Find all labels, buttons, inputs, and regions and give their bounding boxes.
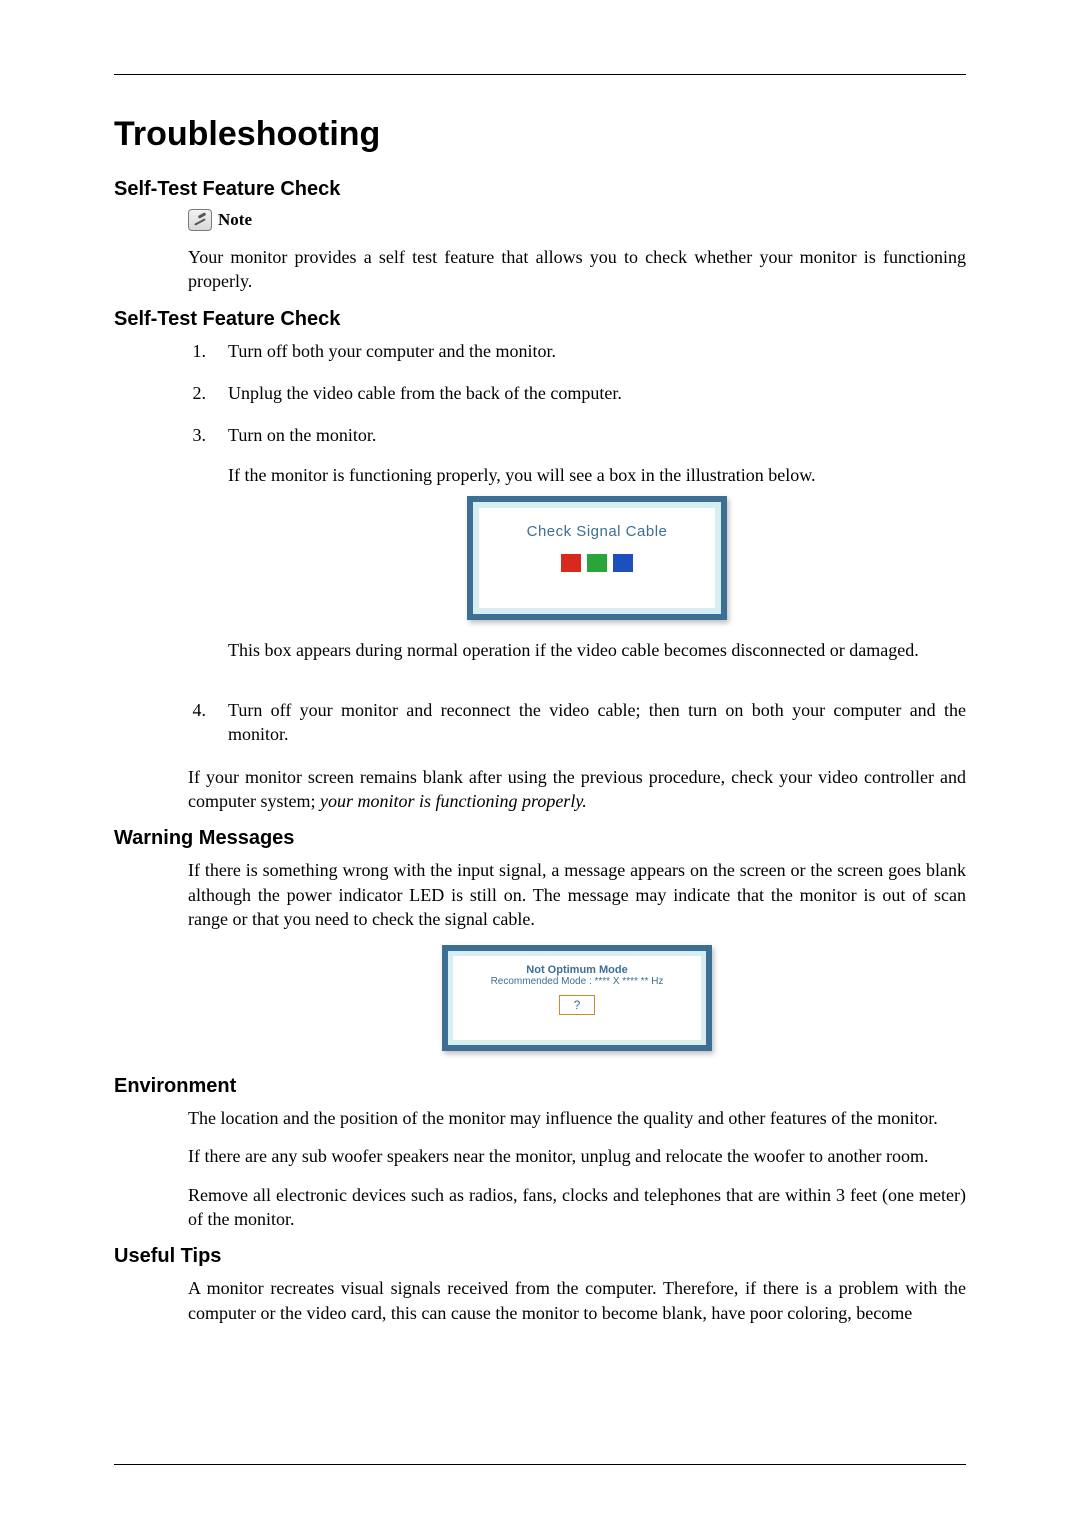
closing-italic: your monitor is functioning properly.	[320, 791, 587, 811]
environment-para-1: The location and the position of the mon…	[188, 1106, 966, 1130]
step-item: 3. Turn on the monitor. If the monitor i…	[188, 423, 966, 680]
warning-content: If there is something wrong with the inp…	[114, 858, 966, 1051]
note-row: Note	[188, 209, 966, 231]
dialog2-outer: Not Optimum Mode Recommended Mode : ****…	[442, 945, 712, 1051]
note-label: Note	[218, 210, 252, 230]
step-number: 4.	[188, 698, 206, 747]
page-title: Troubleshooting	[114, 115, 966, 154]
tips-content: A monitor recreates visual signals recei…	[114, 1276, 966, 1325]
step-item: 2. Unplug the video cable from the back …	[188, 381, 966, 405]
top-rule	[114, 74, 966, 75]
selftest1-intro: Your monitor provides a self test featur…	[188, 245, 966, 294]
step-text: Turn on the monitor.	[228, 423, 966, 447]
dialog1-color-squares	[561, 554, 633, 572]
section-heading-selftest-2: Self-Test Feature Check	[114, 308, 966, 331]
tips-text: A monitor recreates visual signals recei…	[188, 1276, 966, 1325]
step-text: Unplug the video cable from the back of …	[228, 381, 966, 405]
section-heading-selftest-1: Self-Test Feature Check	[114, 178, 966, 201]
note-icon	[188, 209, 212, 231]
selftest2-closing: If your monitor screen remains blank aft…	[188, 765, 966, 814]
dialog2-line1: Not Optimum Mode	[526, 964, 627, 976]
dialog1-text: Check Signal Cable	[527, 522, 668, 542]
step-number: 3.	[188, 423, 206, 680]
dialog1-outer: Check Signal Cable	[467, 496, 727, 620]
not-optimum-dialog: Not Optimum Mode Recommended Mode : ****…	[188, 945, 966, 1051]
environment-para-3: Remove all electronic devices such as ra…	[188, 1183, 966, 1232]
step3-follow: If the monitor is functioning properly, …	[228, 463, 966, 487]
step-text-block: Turn on the monitor. If the monitor is f…	[228, 423, 966, 680]
step-item: 1. Turn off both your computer and the m…	[188, 339, 966, 363]
selftest2-content: 1. Turn off both your computer and the m…	[114, 339, 966, 814]
dialog2-help-button[interactable]: ?	[559, 995, 595, 1015]
section-heading-environment: Environment	[114, 1075, 966, 1098]
dialog2-inner2: Not Optimum Mode Recommended Mode : ****…	[453, 956, 701, 1040]
page: Troubleshooting Self-Test Feature Check …	[0, 0, 1080, 1527]
step-item: 4. Turn off your monitor and reconnect t…	[188, 698, 966, 747]
environment-para-2: If there are any sub woofer speakers nea…	[188, 1144, 966, 1168]
dialog1-inner2: Check Signal Cable	[479, 508, 715, 608]
check-signal-dialog: Check Signal Cable	[228, 496, 966, 620]
step-number: 2.	[188, 381, 206, 405]
color-square-blue	[613, 554, 633, 572]
section-heading-tips: Useful Tips	[114, 1245, 966, 1268]
after-box-text: This box appears during normal operation…	[228, 638, 966, 662]
selftest1-content: Note Your monitor provides a self test f…	[114, 209, 966, 294]
dialog2-inner1: Not Optimum Mode Recommended Mode : ****…	[448, 951, 706, 1045]
steps-list: 1. Turn off both your computer and the m…	[188, 339, 966, 747]
color-square-red	[561, 554, 581, 572]
step-text: Turn off both your computer and the moni…	[228, 339, 966, 363]
color-square-green	[587, 554, 607, 572]
dialog2-line2: Recommended Mode : **** X **** ** Hz	[491, 976, 664, 987]
warning-text: If there is something wrong with the inp…	[188, 858, 966, 931]
bottom-rule	[114, 1464, 966, 1465]
step-number: 1.	[188, 339, 206, 363]
step-text: Turn off your monitor and reconnect the …	[228, 698, 966, 747]
section-heading-warning: Warning Messages	[114, 827, 966, 850]
environment-content: The location and the position of the mon…	[114, 1106, 966, 1231]
dialog1-inner1: Check Signal Cable	[473, 502, 721, 614]
